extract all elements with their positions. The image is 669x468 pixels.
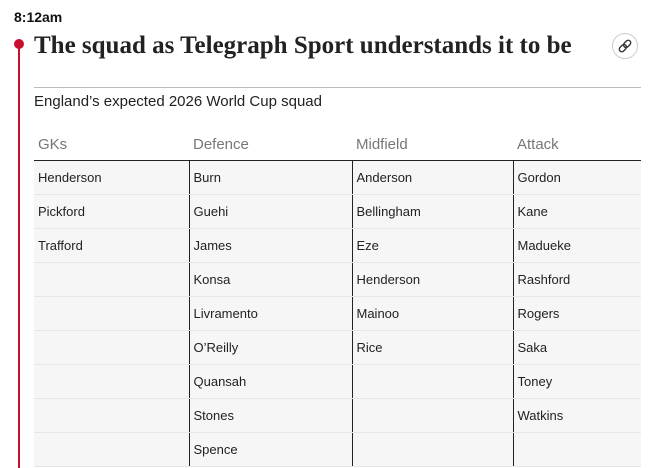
table-cell: Henderson xyxy=(351,262,513,297)
table-cell xyxy=(34,432,189,467)
column-header: Attack xyxy=(513,128,641,161)
table-cell: Gordon xyxy=(512,160,641,195)
link-icon xyxy=(618,39,632,53)
table-cell: Madueke xyxy=(512,228,641,263)
column-header: GKs xyxy=(34,128,189,161)
header-row: GKs Defence Midfield Attack xyxy=(34,128,641,161)
table-cell: Rogers xyxy=(512,296,641,331)
table-cell: Mainoo xyxy=(351,296,513,331)
table-cell: Henderson xyxy=(34,160,189,195)
table-cell: Stones xyxy=(188,398,352,433)
squad-table: GKs Defence Midfield Attack Henderson Burn An… xyxy=(34,128,641,467)
table-cell: Saka xyxy=(512,330,641,365)
column-header: Defence xyxy=(189,128,352,161)
title-rule xyxy=(34,87,641,88)
table-cell xyxy=(351,364,513,399)
table-cell: Konsa xyxy=(188,262,352,297)
table-cell: O’Reilly xyxy=(188,330,352,365)
table-cell xyxy=(512,432,641,467)
table-row: Quansah Toney xyxy=(34,364,641,399)
table-row: Trafford James Eze Madueke xyxy=(34,228,641,263)
table-cell: Watkins xyxy=(512,398,641,433)
table-cell xyxy=(351,432,513,467)
table-cell: Spence xyxy=(188,432,352,467)
table-cell: Rice xyxy=(351,330,513,365)
table-row: O’Reilly Rice Saka xyxy=(34,330,641,365)
table-row: Pickford Guehi Bellingham Kane xyxy=(34,194,641,229)
table-row: Spence xyxy=(34,432,641,467)
copy-link-button[interactable] xyxy=(612,33,638,59)
table-row: Konsa Henderson Rashford xyxy=(34,262,641,297)
table-cell xyxy=(351,398,513,433)
table-cell: Bellingham xyxy=(351,194,513,229)
table-cell: Pickford xyxy=(34,194,189,229)
table-row: Stones Watkins xyxy=(34,398,641,433)
table-cell xyxy=(34,364,189,399)
table-cell: Quansah xyxy=(188,364,352,399)
table-cell xyxy=(34,296,189,331)
table-cell: Rashford xyxy=(512,262,641,297)
timeline-line xyxy=(18,48,20,468)
table-cell: Kane xyxy=(512,194,641,229)
table-cell: James xyxy=(188,228,352,263)
table-cell xyxy=(34,330,189,365)
subtitle: England’s expected 2026 World Cup squad xyxy=(34,93,322,110)
table-cell: Toney xyxy=(512,364,641,399)
timestamp: 8:12am xyxy=(14,9,63,25)
post-title: The squad as Telegraph Sport understands… xyxy=(34,32,572,59)
table-cell: Livramento xyxy=(188,296,352,331)
table-cell: Burn xyxy=(188,160,352,195)
table-cell xyxy=(34,398,189,433)
table-cell: Guehi xyxy=(188,194,352,229)
table-row: Henderson Burn Anderson Gordon xyxy=(34,160,641,195)
column-header: Midfield xyxy=(352,128,513,161)
table-cell: Anderson xyxy=(351,160,513,195)
timeline-dot xyxy=(14,39,24,49)
table-cell xyxy=(34,262,189,297)
table-row: Livramento Mainoo Rogers xyxy=(34,296,641,331)
table-cell: Eze xyxy=(351,228,513,263)
table-cell: Trafford xyxy=(34,228,189,263)
